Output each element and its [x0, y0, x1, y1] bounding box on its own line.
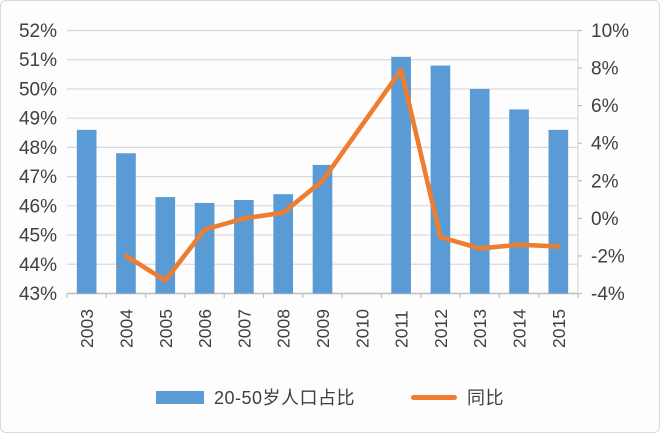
line-series-label: 同比: [467, 388, 505, 408]
bar-2013: [469, 88, 490, 294]
bar-2007: [234, 199, 254, 294]
x-axis-year-label: 2009: [313, 309, 333, 348]
left-axis-tick-label: 51%: [19, 50, 57, 71]
x-axis-year-label: 2015: [549, 309, 569, 348]
bar-2009: [312, 164, 333, 294]
right-axis-tick-label: 2%: [591, 171, 619, 192]
x-axis-year-label: 2005: [156, 309, 176, 348]
bar-2012: [430, 65, 451, 294]
bar-series-label: 20-50岁人口占比: [213, 388, 356, 408]
bar-2005: [155, 197, 176, 294]
bar-2004: [116, 153, 136, 294]
x-axis-year-label: 2010: [352, 309, 372, 348]
bar-2014: [509, 109, 529, 294]
bar-2015: [548, 129, 569, 294]
x-axis-year-label: 2013: [470, 309, 490, 348]
bar-2008: [273, 194, 294, 294]
bar-2011: [391, 56, 411, 294]
right-axis-tick-label: -4%: [591, 284, 625, 305]
bar-2003: [76, 129, 97, 294]
x-axis-year-label: 2014: [510, 309, 530, 348]
left-axis-tick-label: 47%: [19, 167, 57, 188]
x-axis-year-label: 2007: [234, 309, 254, 348]
left-axis-tick-label: 48%: [19, 138, 57, 159]
left-axis-tick-label: 46%: [19, 196, 57, 217]
left-axis-tick-label: 44%: [19, 255, 57, 276]
left-axis-tick-label: 45%: [19, 226, 57, 247]
x-axis-year-label: 2006: [195, 309, 215, 348]
right-axis-tick-label: 8%: [591, 59, 619, 80]
x-axis-year-label: 2011: [392, 310, 412, 348]
left-axis-tick-label: 49%: [19, 109, 57, 130]
legend-item-line-series: 同比: [411, 384, 504, 410]
bar-2006: [194, 202, 215, 294]
left-axis-tick-label: 50%: [19, 79, 57, 100]
right-axis-tick-label: 6%: [591, 96, 619, 117]
right-axis-tick-label: 4%: [591, 134, 619, 155]
x-axis-year-label: 2012: [431, 309, 451, 348]
right-axis-tick-label: 10%: [591, 21, 629, 42]
bar-series-swatch: [155, 390, 204, 404]
right-axis-tick-label: -2%: [591, 246, 625, 267]
legend-item-bar-series: 20-50岁人口占比: [155, 384, 356, 410]
left-axis-tick-label: 52%: [19, 21, 57, 42]
yoy-line: [123, 67, 561, 283]
x-axis-year-label: 2008: [274, 309, 294, 348]
x-axis-year-label: 2003: [77, 309, 97, 348]
line-series-swatch: [411, 394, 458, 400]
chart-legend: 20-50岁人口占比 同比: [1, 377, 659, 417]
x-axis-year-label: 2004: [116, 309, 136, 348]
right-axis-tick-label: 0%: [591, 209, 619, 230]
left-axis-tick-label: 43%: [19, 284, 57, 305]
